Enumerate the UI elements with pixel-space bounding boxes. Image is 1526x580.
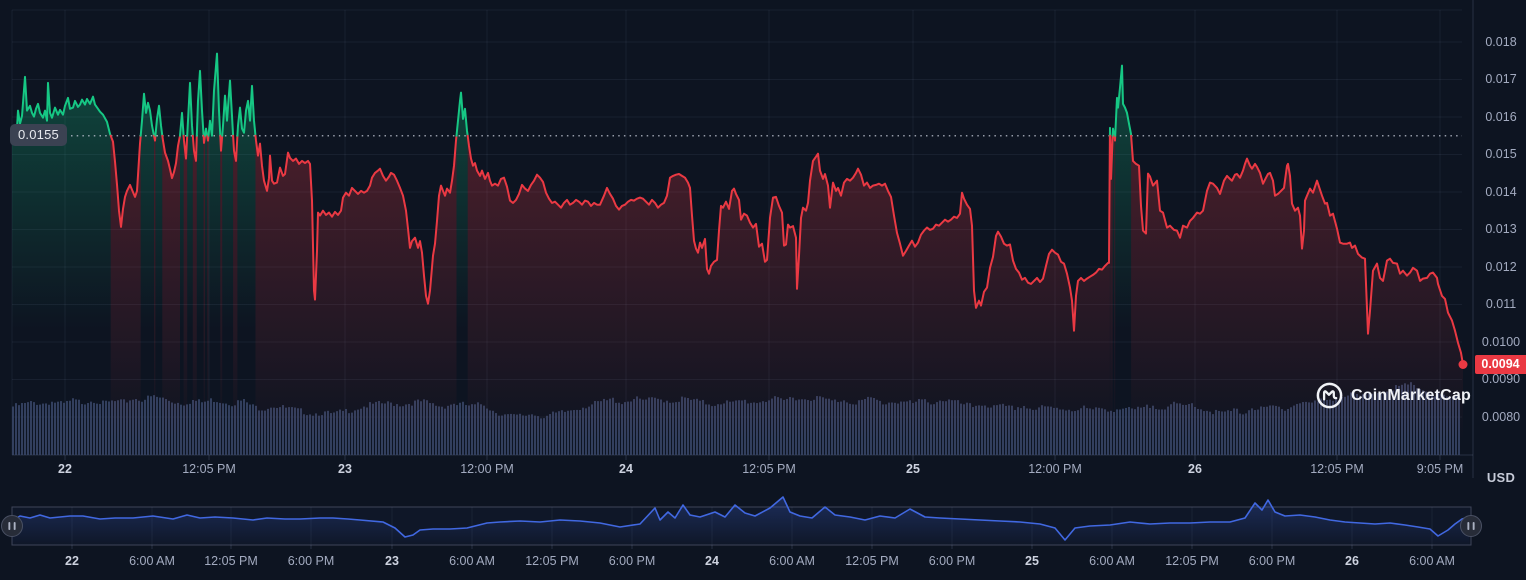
time-axis-label: 12:00 PM (460, 462, 514, 476)
price-axis-label: 0.012 (1485, 259, 1517, 274)
time-axis-label: 22 (58, 462, 72, 476)
price-axis-label: 0.018 (1485, 34, 1517, 49)
time-axis-label: 6:00 PM (287, 554, 335, 568)
time-axis-label: 23 (338, 462, 352, 476)
time-axis-label: 6:00 AM (1409, 554, 1455, 568)
last-price-dot (1458, 360, 1468, 369)
price-axis-label: 0.015 (1485, 147, 1517, 161)
currency-unit-label: USD (1486, 470, 1516, 485)
price-axis-label: 0.017 (1485, 72, 1517, 86)
navigator-handle-left[interactable] (1, 515, 23, 537)
price-axis-label: 0.0100 (1481, 334, 1521, 349)
time-axis-label: 6:00 AM (769, 554, 815, 568)
coinmarketcap-icon (1316, 382, 1343, 409)
time-axis-label: 6:00 PM (928, 554, 976, 568)
time-axis-label: 12:05 PM (742, 462, 796, 476)
time-axis-label: 9:05 PM (1416, 462, 1464, 476)
time-axis-label: 23 (385, 554, 399, 568)
navigator[interactable] (1, 496, 1482, 549)
price-area-fill (12, 53, 1463, 456)
price-axis-label: 0.0080 (1481, 409, 1521, 424)
time-axis-label: 25 (906, 462, 920, 476)
navigator-handle-right[interactable] (1460, 515, 1482, 537)
time-axis-label: 6:00 AM (1089, 554, 1135, 568)
time-axis-label: 12:05 PM (204, 554, 258, 568)
time-axis-label: 26 (1345, 554, 1359, 568)
time-axis-label: 24 (705, 554, 719, 568)
time-axis-label: 12:00 PM (1028, 462, 1082, 476)
time-axis-label: 12:05 PM (1165, 554, 1219, 568)
time-axis-label: 12:05 PM (525, 554, 579, 568)
price-axis-label: 0.013 (1485, 222, 1517, 236)
price-axis-label: 0.011 (1485, 297, 1517, 311)
time-axis-label: 24 (619, 462, 633, 476)
navigator-area-fill (12, 497, 1469, 545)
last-price-badge: 0.0094 (1475, 355, 1526, 374)
time-axis-label: 12:05 PM (182, 462, 236, 476)
time-axis-label: 12:05 PM (1310, 462, 1364, 476)
price-axis-label: 0.0090 (1481, 372, 1521, 386)
coinmarketcap-logo[interactable]: CoinMarketCap (1316, 382, 1471, 409)
time-axis-label: 6:00 AM (449, 554, 495, 568)
price-chart-plot-area[interactable] (12, 10, 1462, 455)
price-line (11, 52, 1464, 366)
time-axis-label: 6:00 PM (1248, 554, 1296, 568)
reference-price-pill: 0.0155 (10, 124, 67, 146)
price-axis-label: 0.014 (1485, 184, 1517, 199)
time-axis-label: 6:00 AM (129, 554, 175, 568)
time-axis-label: 26 (1188, 462, 1202, 476)
brand-text: CoinMarketCap (1351, 386, 1471, 404)
time-axis-label: 6:00 PM (608, 554, 656, 568)
time-axis-label: 22 (65, 554, 79, 568)
navigator-line (11, 496, 1470, 541)
time-axis-label: 25 (1025, 554, 1039, 568)
time-axis-label: 12:05 PM (845, 554, 899, 568)
price-axis-label: 0.016 (1485, 109, 1517, 124)
